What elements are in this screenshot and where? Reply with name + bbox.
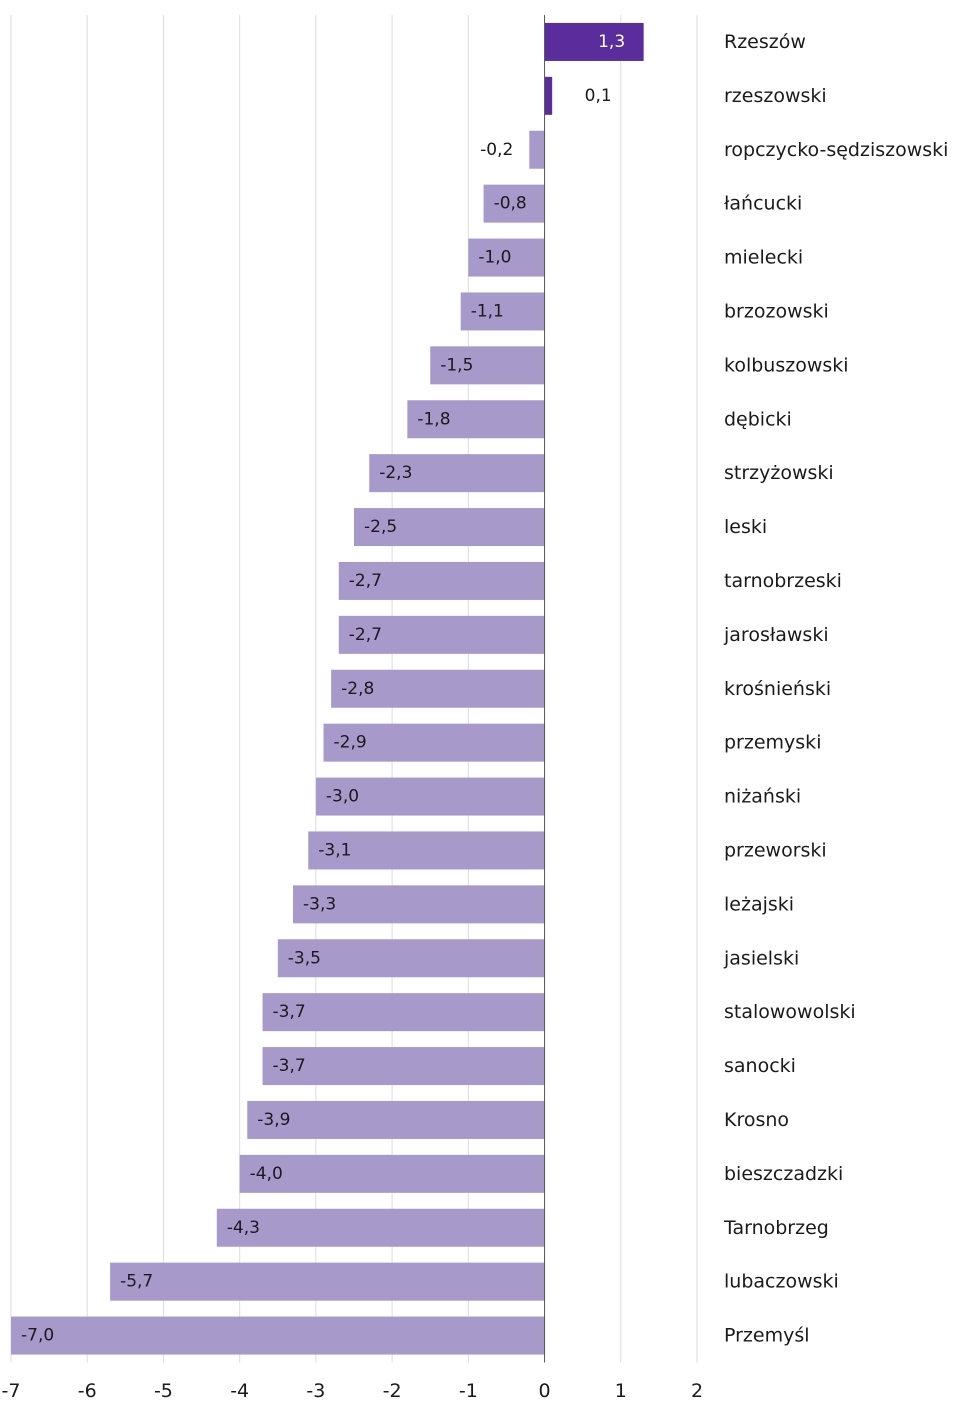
category-label: ropczycko-sędziszowski xyxy=(724,139,948,161)
bar xyxy=(529,130,545,169)
data-label: -3,1 xyxy=(318,840,351,860)
data-label: -2,9 xyxy=(334,733,367,753)
bar xyxy=(239,1154,545,1193)
category-label: leżajski xyxy=(724,893,794,915)
bar xyxy=(369,454,545,493)
x-tick-label: 0 xyxy=(539,1380,551,1402)
bar xyxy=(323,723,545,762)
x-tick-label: -7 xyxy=(2,1380,21,1402)
category-label: stalowowolski xyxy=(724,1001,856,1023)
category-label: Rzeszów xyxy=(724,31,806,53)
category-label: przeworski xyxy=(724,839,827,861)
data-label: 0,1 xyxy=(585,86,612,106)
data-label: -1,0 xyxy=(478,248,511,268)
category-label: przemyski xyxy=(724,732,821,754)
bar xyxy=(110,1262,545,1301)
x-tick-label: -2 xyxy=(383,1380,402,1402)
data-label: -0,8 xyxy=(494,194,527,214)
data-label: -3,9 xyxy=(257,1110,290,1130)
bar xyxy=(468,238,545,277)
bar xyxy=(338,615,545,654)
bar xyxy=(308,831,545,870)
bar xyxy=(262,993,545,1032)
bar xyxy=(11,1316,545,1355)
category-label: bieszczadzki xyxy=(724,1163,843,1185)
x-tick-label: -1 xyxy=(459,1380,478,1402)
data-label: -3,0 xyxy=(326,787,359,807)
category-label: kolbuszowski xyxy=(724,354,849,376)
data-label: -4,0 xyxy=(250,1164,283,1184)
category-label: niżański xyxy=(724,786,801,808)
bar xyxy=(430,346,545,385)
data-label: 1,3 xyxy=(598,32,625,52)
data-label: -2,5 xyxy=(364,517,397,537)
bar xyxy=(460,292,545,331)
bar xyxy=(338,561,545,600)
bar xyxy=(247,1100,545,1139)
category-label: mielecki xyxy=(724,247,803,269)
bar xyxy=(407,400,545,439)
bar xyxy=(354,508,545,547)
data-label: -2,8 xyxy=(341,679,374,699)
data-label: -3,7 xyxy=(273,1056,306,1076)
category-label: rzeszowski xyxy=(724,85,827,107)
data-label: -4,3 xyxy=(227,1218,260,1238)
bar xyxy=(262,1047,545,1086)
x-tick-label: 1 xyxy=(615,1380,627,1402)
data-label: -2,7 xyxy=(349,571,382,591)
category-label: dębicki xyxy=(724,408,792,430)
category-label: strzyżowski xyxy=(724,462,834,484)
data-label: -3,5 xyxy=(288,948,321,968)
bar xyxy=(216,1208,545,1247)
data-label: -0,2 xyxy=(480,140,513,160)
data-label: -1,1 xyxy=(471,301,504,321)
category-label: jasielski xyxy=(723,947,799,969)
category-label: Przemyśl xyxy=(724,1325,810,1347)
category-label: sanocki xyxy=(724,1055,796,1077)
data-label: -3,7 xyxy=(273,1002,306,1022)
category-label: Krosno xyxy=(724,1109,789,1131)
category-label: krośnieński xyxy=(724,678,831,700)
bar xyxy=(544,22,644,61)
x-tick-label: -6 xyxy=(78,1380,97,1402)
bar xyxy=(544,76,553,115)
bar xyxy=(277,939,545,978)
category-label: lubaczowski xyxy=(724,1271,839,1293)
category-label: leski xyxy=(724,516,767,538)
bar xyxy=(331,669,545,708)
bar xyxy=(293,885,545,924)
x-tick-label: -5 xyxy=(154,1380,173,1402)
data-label: -7,0 xyxy=(21,1326,54,1346)
x-tick-label: 2 xyxy=(691,1380,703,1402)
data-label: -1,8 xyxy=(417,409,450,429)
bar xyxy=(483,184,545,223)
data-label: -1,5 xyxy=(440,355,473,375)
category-label: łańcucki xyxy=(724,193,802,215)
data-label: -5,7 xyxy=(120,1272,153,1292)
category-label: jarosławski xyxy=(723,624,829,646)
bar xyxy=(315,777,545,816)
data-label: -2,7 xyxy=(349,625,382,645)
category-label: brzozowski xyxy=(724,300,829,322)
data-label: -2,3 xyxy=(379,463,412,483)
category-label: Tarnobrzeg xyxy=(723,1217,829,1239)
data-label: -3,3 xyxy=(303,894,336,914)
category-label: tarnobrzeski xyxy=(724,570,842,592)
x-tick-label: -4 xyxy=(230,1380,249,1402)
x-tick-label: -3 xyxy=(306,1380,325,1402)
